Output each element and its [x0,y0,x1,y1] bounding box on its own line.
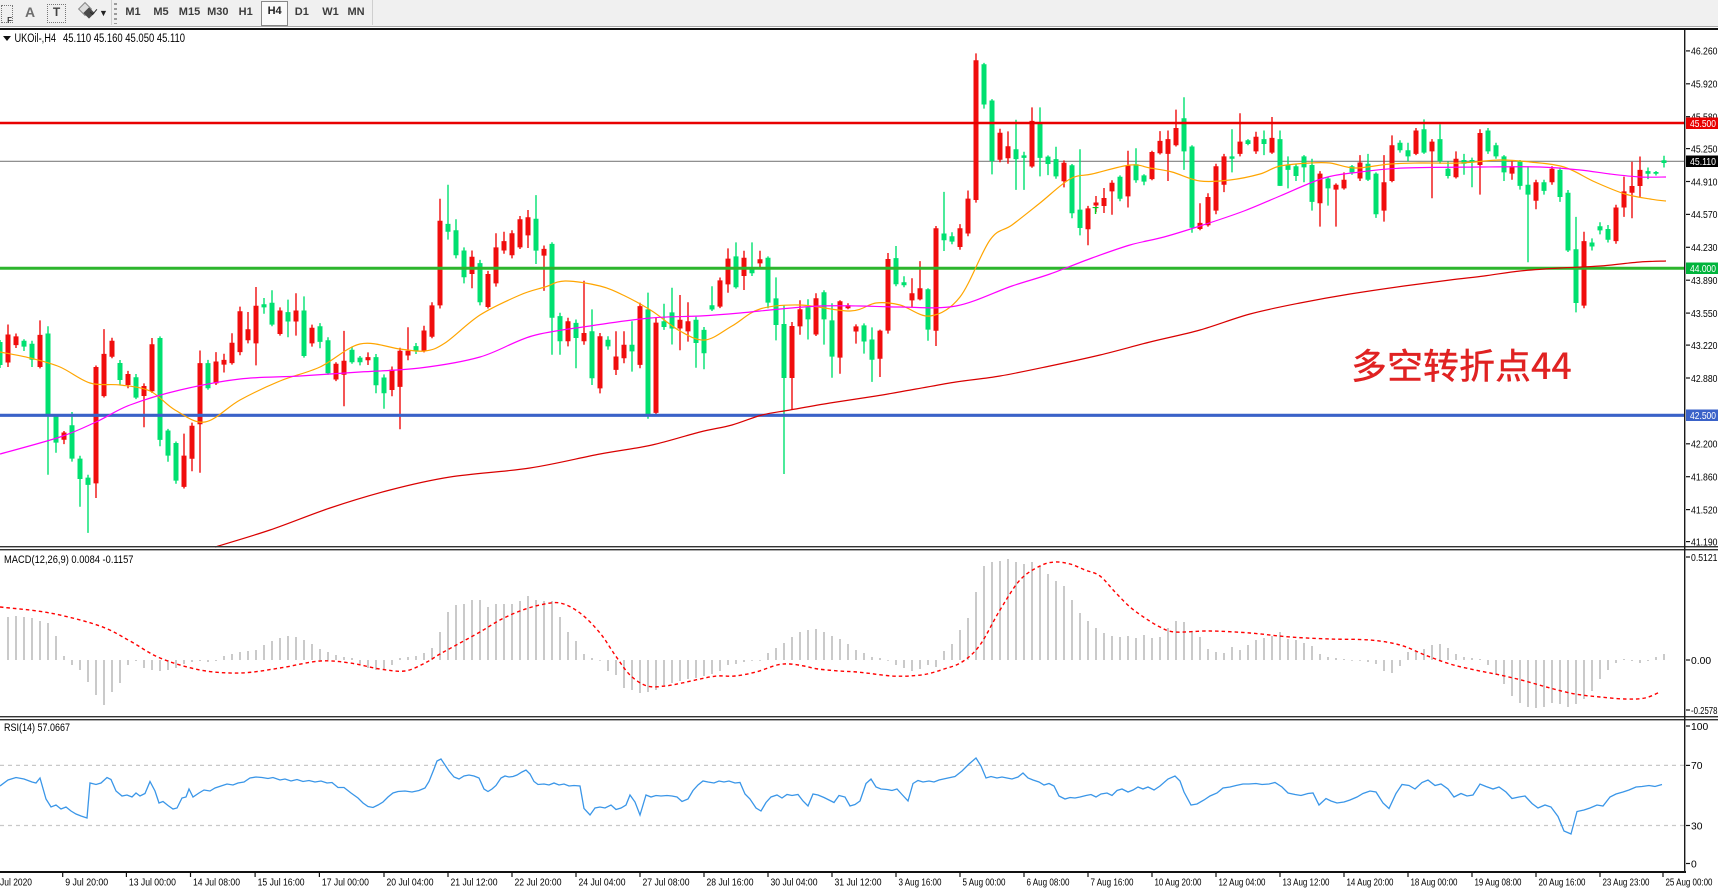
svg-text:44.230: 44.230 [1691,243,1718,254]
svg-text:19 Aug 08:00: 19 Aug 08:00 [1475,878,1522,889]
svg-text:8 Jul 2020: 8 Jul 2020 [0,878,32,889]
svg-text:30: 30 [1691,821,1703,832]
svg-text:44.910: 44.910 [1691,177,1718,188]
svg-text:0.5121: 0.5121 [1691,553,1718,564]
svg-text:41.520: 41.520 [1691,505,1718,516]
svg-text:42.500: 42.500 [1690,411,1716,422]
svg-text:46.260: 46.260 [1691,47,1718,58]
svg-text:24 Jul 04:00: 24 Jul 04:00 [579,878,626,889]
svg-text:18 Aug 00:00: 18 Aug 00:00 [1411,878,1458,889]
svg-text:T: T [1093,206,1099,217]
svg-text:MACD(12,26,9) 0.0084 -0.1157: MACD(12,26,9) 0.0084 -0.1157 [4,554,134,566]
svg-text:30 Jul 04:00: 30 Jul 04:00 [771,878,818,889]
svg-text:3 Aug 16:00: 3 Aug 16:00 [899,878,942,889]
svg-text:7 Aug 16:00: 7 Aug 16:00 [1091,878,1134,889]
svg-text:25 Aug 00:00: 25 Aug 00:00 [1666,878,1713,889]
svg-text:27 Jul 08:00: 27 Jul 08:00 [643,878,690,889]
svg-text:12 Aug 04:00: 12 Aug 04:00 [1219,878,1266,889]
svg-text:20 Aug 16:00: 20 Aug 16:00 [1539,878,1586,889]
svg-text:41.860: 41.860 [1691,473,1718,484]
svg-text:22 Jul 20:00: 22 Jul 20:00 [515,878,562,889]
svg-text:13 Aug 12:00: 13 Aug 12:00 [1283,878,1330,889]
svg-text:UKOil-,H4: UKOil-,H4 [15,33,57,45]
svg-text:21 Jul 12:00: 21 Jul 12:00 [451,878,498,889]
svg-text:44.000: 44.000 [1690,264,1716,275]
svg-text:45.110 45.160 45.050 45.110: 45.110 45.160 45.050 45.110 [63,33,185,45]
svg-text:28 Jul 16:00: 28 Jul 16:00 [707,878,754,889]
svg-text:10 Aug 20:00: 10 Aug 20:00 [1155,878,1202,889]
svg-text:0.00: 0.00 [1691,656,1711,667]
svg-text:13 Jul 00:00: 13 Jul 00:00 [129,878,176,889]
svg-text:5 Aug 00:00: 5 Aug 00:00 [963,878,1006,889]
svg-text:42.880: 42.880 [1691,374,1718,385]
svg-text:0: 0 [1691,859,1697,870]
svg-text:70: 70 [1691,761,1703,772]
svg-text:17 Jul 00:00: 17 Jul 00:00 [322,878,369,889]
svg-text:15 Jul 16:00: 15 Jul 16:00 [258,878,305,889]
svg-text:14 Jul 08:00: 14 Jul 08:00 [193,878,240,889]
svg-text:6 Aug 08:00: 6 Aug 08:00 [1027,878,1070,889]
svg-text:20 Jul 04:00: 20 Jul 04:00 [387,878,434,889]
svg-text:9 Jul 20:00: 9 Jul 20:00 [65,878,108,889]
svg-text:45.500: 45.500 [1690,119,1716,130]
svg-text:45.920: 45.920 [1691,80,1718,91]
svg-text:14 Aug 20:00: 14 Aug 20:00 [1347,878,1394,889]
svg-text:43.220: 43.220 [1691,341,1718,352]
svg-text:45.250: 45.250 [1691,144,1718,155]
svg-text:44.570: 44.570 [1691,210,1718,221]
svg-text:-0.2578: -0.2578 [1691,706,1718,717]
svg-text:23 Aug 23:00: 23 Aug 23:00 [1603,878,1650,889]
svg-text:41.190: 41.190 [1691,537,1718,548]
svg-text:43.890: 43.890 [1691,276,1718,287]
svg-text:RSI(14) 57.0667: RSI(14) 57.0667 [4,722,70,734]
svg-text:43.550: 43.550 [1691,309,1718,320]
svg-text:45.110: 45.110 [1690,157,1716,168]
svg-text:100: 100 [1691,722,1708,733]
svg-text:42.200: 42.200 [1691,440,1718,451]
svg-text:31 Jul 12:00: 31 Jul 12:00 [835,878,882,889]
